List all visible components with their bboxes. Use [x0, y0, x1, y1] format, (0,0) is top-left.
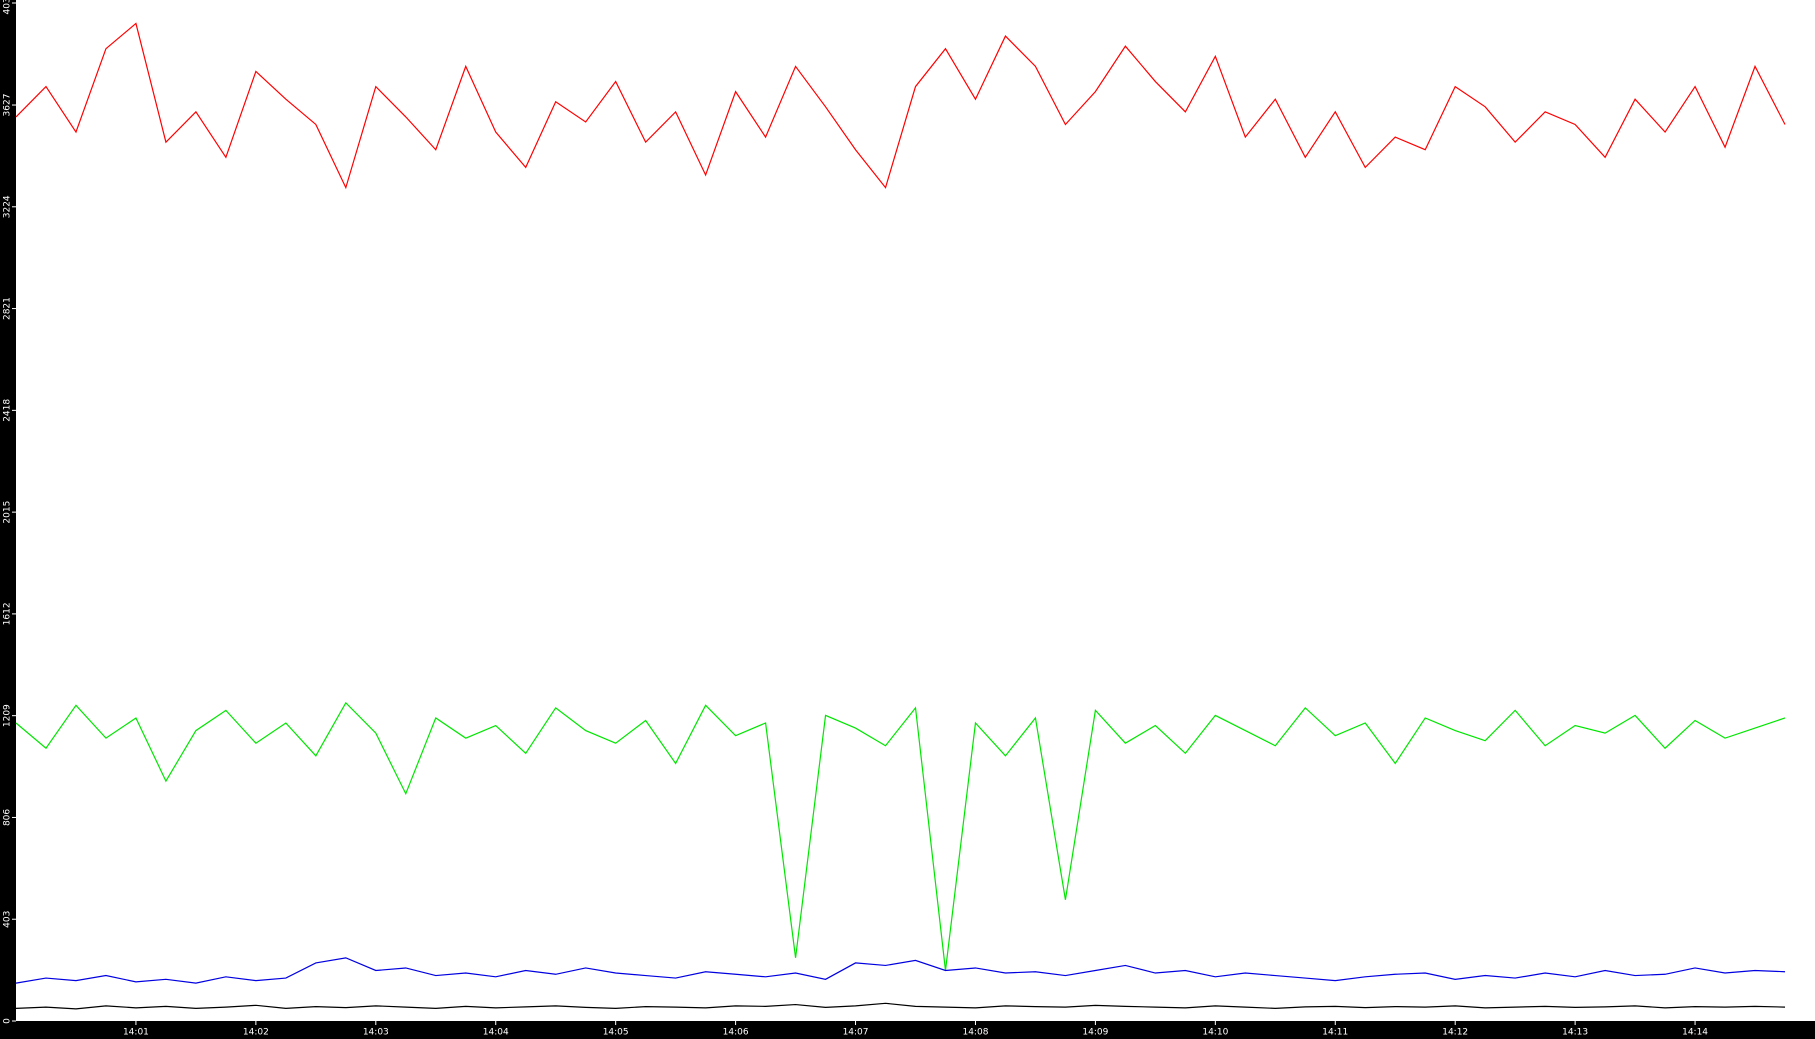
y-tick-label: 403 [3, 911, 13, 928]
line-series [15, 957, 1786, 984]
x-tick-label: 14:06 [723, 1028, 749, 1038]
x-tick-label: 14:13 [1562, 1028, 1588, 1038]
x-tick-label: 14:07 [843, 1028, 869, 1038]
x-tick-label: 14:11 [1322, 1028, 1348, 1038]
x-tick-label: 14:03 [363, 1028, 389, 1038]
y-tick-label: 3627 [3, 94, 13, 117]
line-series [15, 701, 1786, 971]
y-tick-label: 2015 [3, 501, 13, 524]
x-tick-label: 14:14 [1682, 1028, 1708, 1038]
y-tick-label: 2821 [3, 297, 13, 320]
x-tick-label: 14:10 [1202, 1028, 1228, 1038]
line-series [15, 22, 1786, 190]
x-tick-label: 14:05 [603, 1028, 629, 1038]
x-tick-label: 14:12 [1442, 1028, 1468, 1038]
x-tick-label: 14:01 [123, 1028, 149, 1038]
x-tick-label: 14:02 [243, 1028, 269, 1038]
x-axis-strip [0, 1021, 1815, 1039]
y-tick-label: 3224 [3, 195, 13, 218]
x-tick-label: 14:04 [483, 1028, 509, 1038]
y-tick-label: 4031 [3, 0, 13, 14]
y-tick-label: 1612 [3, 602, 13, 625]
line-series [15, 1002, 1786, 1010]
x-tick-label: 14:09 [1082, 1028, 1108, 1038]
y-tick-label: 2418 [3, 399, 13, 422]
y-axis-strip [0, 0, 16, 1039]
y-tick-label: 0 [3, 1018, 13, 1024]
y-tick-label: 1209 [3, 704, 13, 727]
y-tick-label: 806 [3, 809, 13, 826]
x-tick-label: 14:08 [962, 1028, 988, 1038]
